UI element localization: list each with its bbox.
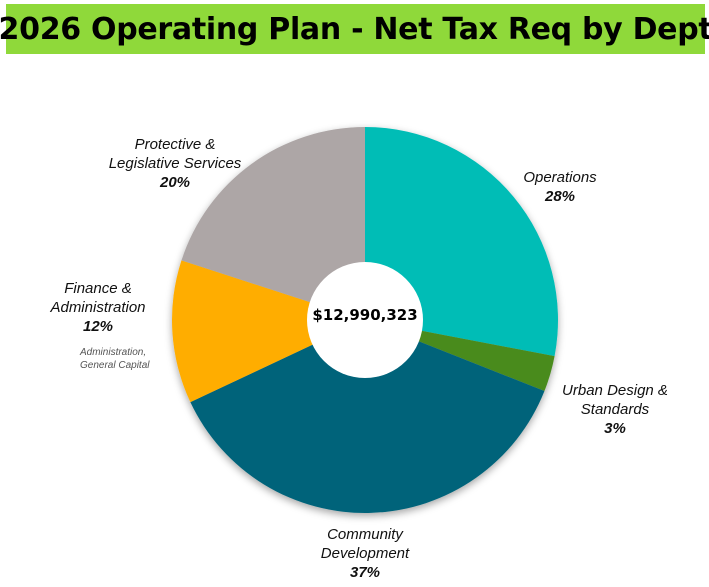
finance-note: Administration, General Capital <box>80 346 149 372</box>
label-line: Finance & <box>64 280 132 297</box>
slice-finance <box>172 260 365 403</box>
percent-label: 37% <box>349 564 381 581</box>
percent-label: 12% <box>82 318 114 335</box>
percent-label: 20% <box>159 174 191 191</box>
label-line: Legislative Services <box>108 155 242 172</box>
note-line: Administration, <box>80 347 147 358</box>
percent-label: 28% <box>544 188 576 205</box>
slice-protective <box>181 127 365 320</box>
label-line: Standards <box>580 401 650 418</box>
title-banner: 2026 Operating Plan - Net Tax Req by Dep… <box>0 4 709 54</box>
label-line: Administration <box>50 299 146 316</box>
center-total-label: $12,990,323 <box>312 306 418 324</box>
note-line: General Capital <box>80 360 150 371</box>
label-line: Urban Design & <box>562 382 668 399</box>
slice-label-urban-design: Urban Design & Standards 3% <box>550 381 680 438</box>
label-line: Development <box>320 545 410 562</box>
donut-slices <box>172 127 558 514</box>
slice-community-development <box>190 320 545 514</box>
label-line: Operations <box>523 169 597 186</box>
donut-hole <box>307 262 423 378</box>
label-line: Protective & <box>134 136 216 153</box>
label-line: Community <box>327 526 403 543</box>
slice-label-community-development: Community Development 37% <box>305 525 425 582</box>
slice-label-protective: Protective & Legislative Services 20% <box>70 135 280 192</box>
chart-title: 2026 Operating Plan - Net Tax Req by Dep… <box>0 11 709 47</box>
slice-label-operations: Operations 28% <box>505 168 615 206</box>
slice-label-finance: Finance & Administration 12% <box>38 279 158 336</box>
percent-label: 3% <box>604 420 626 437</box>
